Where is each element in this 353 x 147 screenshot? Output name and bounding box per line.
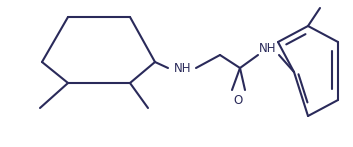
Text: NH: NH: [174, 61, 192, 75]
Text: O: O: [233, 93, 243, 106]
Text: NH: NH: [259, 41, 277, 55]
